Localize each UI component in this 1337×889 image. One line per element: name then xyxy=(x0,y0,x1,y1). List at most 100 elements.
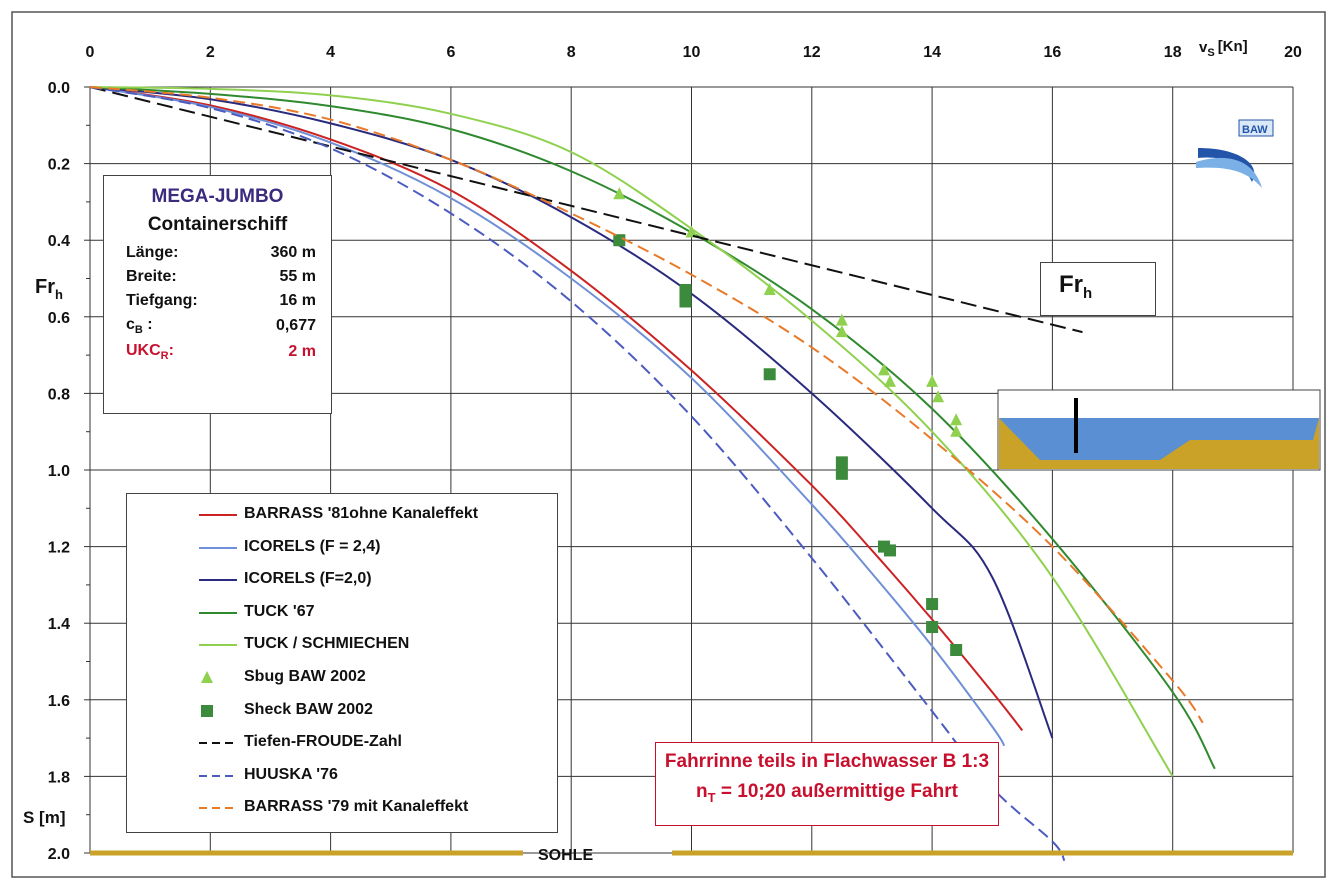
data-point-triangle xyxy=(950,424,963,437)
y-tick-label: 1.6 xyxy=(48,693,70,710)
y-tick-label: 1.2 xyxy=(48,540,70,557)
data-point-triangle xyxy=(763,282,776,295)
legend-symbol xyxy=(199,644,237,647)
ship-specs: Länge: 360 m Breite: 55 m Tiefgang: 16 m cB… xyxy=(126,241,316,365)
legend-symbol xyxy=(199,742,237,745)
y-tick-label: 1.4 xyxy=(48,616,70,633)
ship-info-box: MEGA-JUMBO Containerschiff Länge: 360 m B… xyxy=(103,175,332,414)
x-tick-label: 4 xyxy=(326,44,335,61)
x-tick-label: 2 xyxy=(206,44,215,61)
x-tick-label: 18 xyxy=(1164,44,1182,61)
x-tick-label: 10 xyxy=(683,44,701,61)
legend-item: BARRASS '79 mit Kanaleffekt xyxy=(127,793,557,823)
legend: BARRASS '81ohne Kanaleffekt ICORELS (F = … xyxy=(126,493,558,833)
logo-text: BAW xyxy=(1242,124,1268,136)
legend-item: TUCK / SCHMIECHEN xyxy=(127,630,557,660)
data-point-triangle xyxy=(926,374,939,387)
spec-row: Länge: 360 m xyxy=(126,244,316,261)
legend-item: TUCK '67 xyxy=(127,598,557,628)
data-point-square xyxy=(950,644,963,657)
data-point-square xyxy=(926,598,939,611)
data-point-square xyxy=(926,621,939,634)
data-point-square xyxy=(679,295,692,308)
channel-cross-section xyxy=(997,389,1321,471)
series-line xyxy=(89,86,1174,777)
series-line xyxy=(89,86,1204,724)
spec-row: Breite: 55 m xyxy=(126,268,316,285)
note-line-2: nT = 10;20 außermittige Fahrt xyxy=(696,781,958,805)
data-point-triangle xyxy=(883,374,896,387)
legend-label: BARRASS '79 mit Kanaleffekt xyxy=(244,798,469,816)
data-point-triangle xyxy=(932,390,945,403)
legend-symbol xyxy=(199,611,237,614)
legend-label: Sbug BAW 2002 xyxy=(244,668,366,685)
legend-label: TUCK / SCHMIECHEN xyxy=(244,635,410,653)
y-tick-label: 0.2 xyxy=(48,157,70,174)
ship-subtitle: Containerschiff xyxy=(147,214,288,235)
spec-row: UKCR: 2 m xyxy=(126,342,316,363)
x-tick-label: 6 xyxy=(446,44,455,61)
legend-label: Tiefen-FROUDE-Zahl xyxy=(244,733,402,751)
legend-item: Tiefen-FROUDE-Zahl xyxy=(127,728,557,758)
legend-symbol xyxy=(199,579,237,582)
data-point-triangle xyxy=(835,325,848,338)
spec-row: Tiefgang: 16 m xyxy=(126,292,316,309)
tick-labels: 0 2 4 6 8 10 12 14 16 18 20 0.0 0.2 0.4 0.6 0.8 1.0 1.2 1.… xyxy=(48,44,1302,863)
ship-title: MEGA-JUMBO xyxy=(151,186,284,207)
data-point-square xyxy=(613,234,626,247)
y-tick-label: 2.0 xyxy=(48,846,70,863)
series-line xyxy=(89,86,1216,770)
legend-item: BARRASS '81ohne Kanaleffekt xyxy=(127,500,557,530)
data-point-triangle xyxy=(685,225,698,238)
legend-label: BARRASS '81ohne Kanaleffekt xyxy=(244,505,479,522)
y-tick-label: 1.0 xyxy=(48,463,70,480)
legend-symbol xyxy=(201,671,213,683)
series-line xyxy=(89,86,1006,747)
data-point-square xyxy=(763,368,776,381)
data-point-triangle xyxy=(835,313,848,326)
legend-item: Sbug BAW 2002 xyxy=(127,663,557,693)
condition-note: Fahrrinne teils in Flachwasser B 1:3 nT … xyxy=(655,742,999,826)
spec-row: cB :0,677 xyxy=(126,316,316,337)
legend-label: HUUSKA '76 xyxy=(244,765,338,783)
legend-symbol xyxy=(201,704,213,717)
y-tick-label: 0.4 xyxy=(48,233,70,250)
squat-axis-label: S [m] xyxy=(23,808,66,827)
data-point-square xyxy=(883,544,896,557)
legend-square xyxy=(201,704,213,717)
y-tick-label: 0.8 xyxy=(48,386,70,403)
legend-symbol xyxy=(199,774,237,777)
froude-label-box: Frh xyxy=(1040,262,1156,316)
legend-label: TUCK '67 xyxy=(244,602,315,620)
baw-logo: BAW xyxy=(1196,119,1274,188)
y-tick-label: 1.8 xyxy=(48,769,70,786)
data-point-square xyxy=(679,283,692,296)
x-tick-label: 8 xyxy=(567,44,576,61)
legend-symbol xyxy=(199,546,237,549)
data-point-triangle xyxy=(877,363,890,376)
note-line-1: Fahrrinne teils in Flachwasser B 1:3 xyxy=(664,751,990,772)
legend-item: HUUSKA '76 xyxy=(127,761,557,791)
legend-item: ICORELS (F=2,0) xyxy=(127,565,557,595)
legend-label: ICORELS (F=2,0) xyxy=(244,570,372,588)
bed-label: SOHLE xyxy=(538,847,593,864)
legend-label: ICORELS (F = 2,4) xyxy=(244,537,381,555)
data-point-triangle xyxy=(613,187,626,200)
legend-item: Sheck BAW 2002 xyxy=(127,696,557,726)
y-tick-label: 0.0 xyxy=(48,80,70,97)
x-tick-label: 20 xyxy=(1284,44,1302,61)
x-tick-label: 0 xyxy=(86,44,95,61)
series-layer xyxy=(89,86,1216,862)
legend-item: ICORELS (F = 2,4) xyxy=(127,533,557,563)
top-axis-label: vS [Kn] xyxy=(1199,38,1248,59)
legend-triangle xyxy=(201,671,213,683)
data-point-square xyxy=(835,467,848,480)
series-line xyxy=(89,86,1054,739)
y-tick-label: 0.6 xyxy=(48,310,70,327)
series-line xyxy=(89,86,1024,732)
data-point-square xyxy=(835,456,848,469)
fr-axis-label: Frh xyxy=(35,276,63,302)
series-line xyxy=(89,86,1083,334)
data-point-triangle xyxy=(950,413,963,426)
froude-label: Frh xyxy=(1059,271,1093,302)
